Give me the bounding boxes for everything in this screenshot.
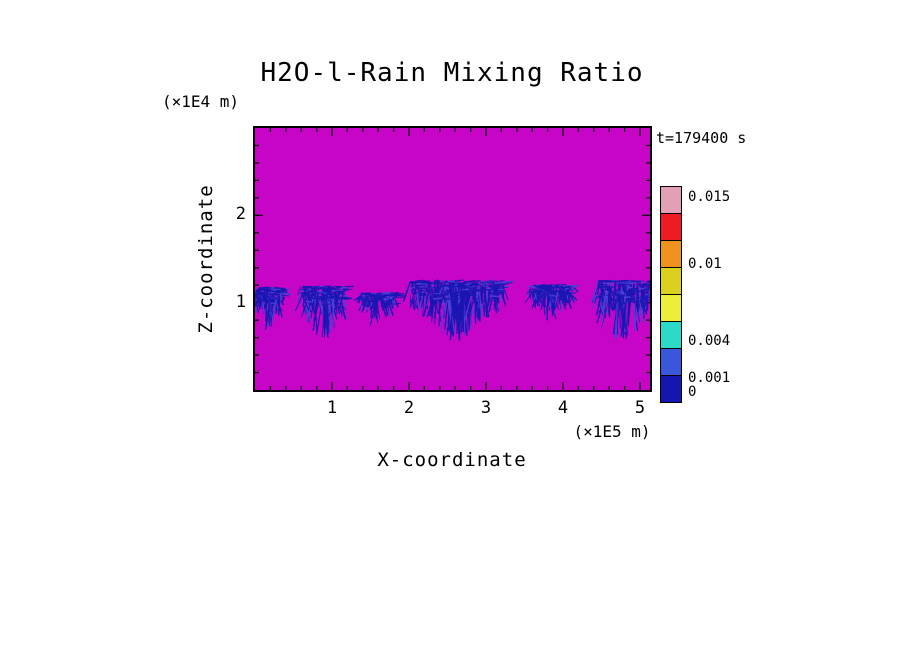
x-tick-label: 5 bbox=[634, 398, 646, 418]
colorbar-tick-label: 0.001 bbox=[688, 370, 731, 386]
x-axis-label: X-coordinate bbox=[377, 449, 527, 471]
colorbar-segment bbox=[661, 267, 681, 294]
x-tick-label: 2 bbox=[403, 398, 415, 418]
z-axis-label: Z-coordinate bbox=[195, 184, 217, 334]
z-axis-units-label: (×1E4 m) bbox=[162, 92, 240, 111]
plot-area bbox=[253, 126, 652, 392]
colorbar-tick-label: 0.004 bbox=[688, 333, 731, 349]
colorbar-segment bbox=[661, 375, 681, 402]
z-tick-label: 1 bbox=[235, 291, 246, 312]
colorbar-segment bbox=[661, 240, 681, 267]
colorbar-tick-label: 0 bbox=[688, 384, 697, 400]
colorbar bbox=[660, 186, 682, 403]
colorbar-segment bbox=[661, 294, 681, 321]
chart-title: H2O-l-Rain Mixing Ratio bbox=[260, 58, 644, 88]
time-label: t=179400 s bbox=[656, 129, 747, 147]
colorbar-segment bbox=[661, 348, 681, 375]
rain-field-svg bbox=[255, 128, 650, 390]
colorbar-segment bbox=[661, 187, 681, 213]
colorbar-tick-label: 0.015 bbox=[688, 189, 731, 205]
colorbar-segment bbox=[661, 213, 681, 240]
x-tick-label: 1 bbox=[326, 398, 338, 418]
colorbar-tick-label: 0.01 bbox=[688, 256, 722, 272]
z-tick-label: 2 bbox=[235, 204, 246, 225]
colorbar-segment bbox=[661, 321, 681, 348]
x-tick-label: 4 bbox=[557, 398, 569, 418]
x-tick-label: 3 bbox=[480, 398, 492, 418]
x-axis-units-label: (×1E5 m) bbox=[573, 422, 651, 441]
